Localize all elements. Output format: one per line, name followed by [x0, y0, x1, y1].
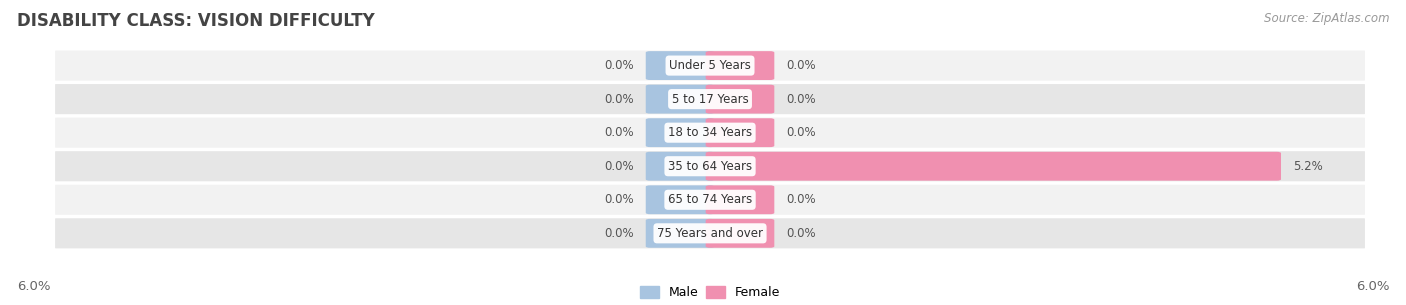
Text: 0.0%: 0.0% [605, 193, 634, 206]
FancyBboxPatch shape [706, 219, 775, 248]
FancyBboxPatch shape [53, 217, 1367, 249]
FancyBboxPatch shape [53, 117, 1367, 149]
FancyBboxPatch shape [645, 51, 714, 80]
Text: 18 to 34 Years: 18 to 34 Years [668, 126, 752, 139]
FancyBboxPatch shape [706, 85, 775, 113]
FancyBboxPatch shape [53, 150, 1367, 182]
FancyBboxPatch shape [645, 185, 714, 214]
FancyBboxPatch shape [53, 83, 1367, 115]
Text: 0.0%: 0.0% [605, 59, 634, 72]
Text: 0.0%: 0.0% [605, 126, 634, 139]
FancyBboxPatch shape [53, 49, 1367, 82]
FancyBboxPatch shape [706, 152, 1281, 181]
FancyBboxPatch shape [706, 118, 775, 147]
Legend: Male, Female: Male, Female [636, 281, 785, 304]
Text: DISABILITY CLASS: VISION DIFFICULTY: DISABILITY CLASS: VISION DIFFICULTY [17, 12, 374, 30]
Text: 0.0%: 0.0% [786, 93, 815, 106]
Text: 0.0%: 0.0% [605, 93, 634, 106]
Text: 6.0%: 6.0% [17, 280, 51, 293]
Text: 0.0%: 0.0% [786, 193, 815, 206]
Text: Under 5 Years: Under 5 Years [669, 59, 751, 72]
Text: 75 Years and over: 75 Years and over [657, 227, 763, 240]
Text: 5 to 17 Years: 5 to 17 Years [672, 93, 748, 106]
FancyBboxPatch shape [645, 152, 714, 181]
FancyBboxPatch shape [645, 85, 714, 113]
FancyBboxPatch shape [53, 184, 1367, 216]
Text: 0.0%: 0.0% [786, 126, 815, 139]
Text: 6.0%: 6.0% [1355, 280, 1389, 293]
Text: 65 to 74 Years: 65 to 74 Years [668, 193, 752, 206]
Text: 5.2%: 5.2% [1294, 160, 1323, 173]
FancyBboxPatch shape [645, 118, 714, 147]
Text: Source: ZipAtlas.com: Source: ZipAtlas.com [1264, 12, 1389, 25]
Text: 0.0%: 0.0% [605, 227, 634, 240]
Text: 0.0%: 0.0% [786, 59, 815, 72]
Text: 0.0%: 0.0% [605, 160, 634, 173]
FancyBboxPatch shape [706, 51, 775, 80]
FancyBboxPatch shape [645, 219, 714, 248]
Text: 0.0%: 0.0% [786, 227, 815, 240]
Text: 35 to 64 Years: 35 to 64 Years [668, 160, 752, 173]
FancyBboxPatch shape [706, 185, 775, 214]
